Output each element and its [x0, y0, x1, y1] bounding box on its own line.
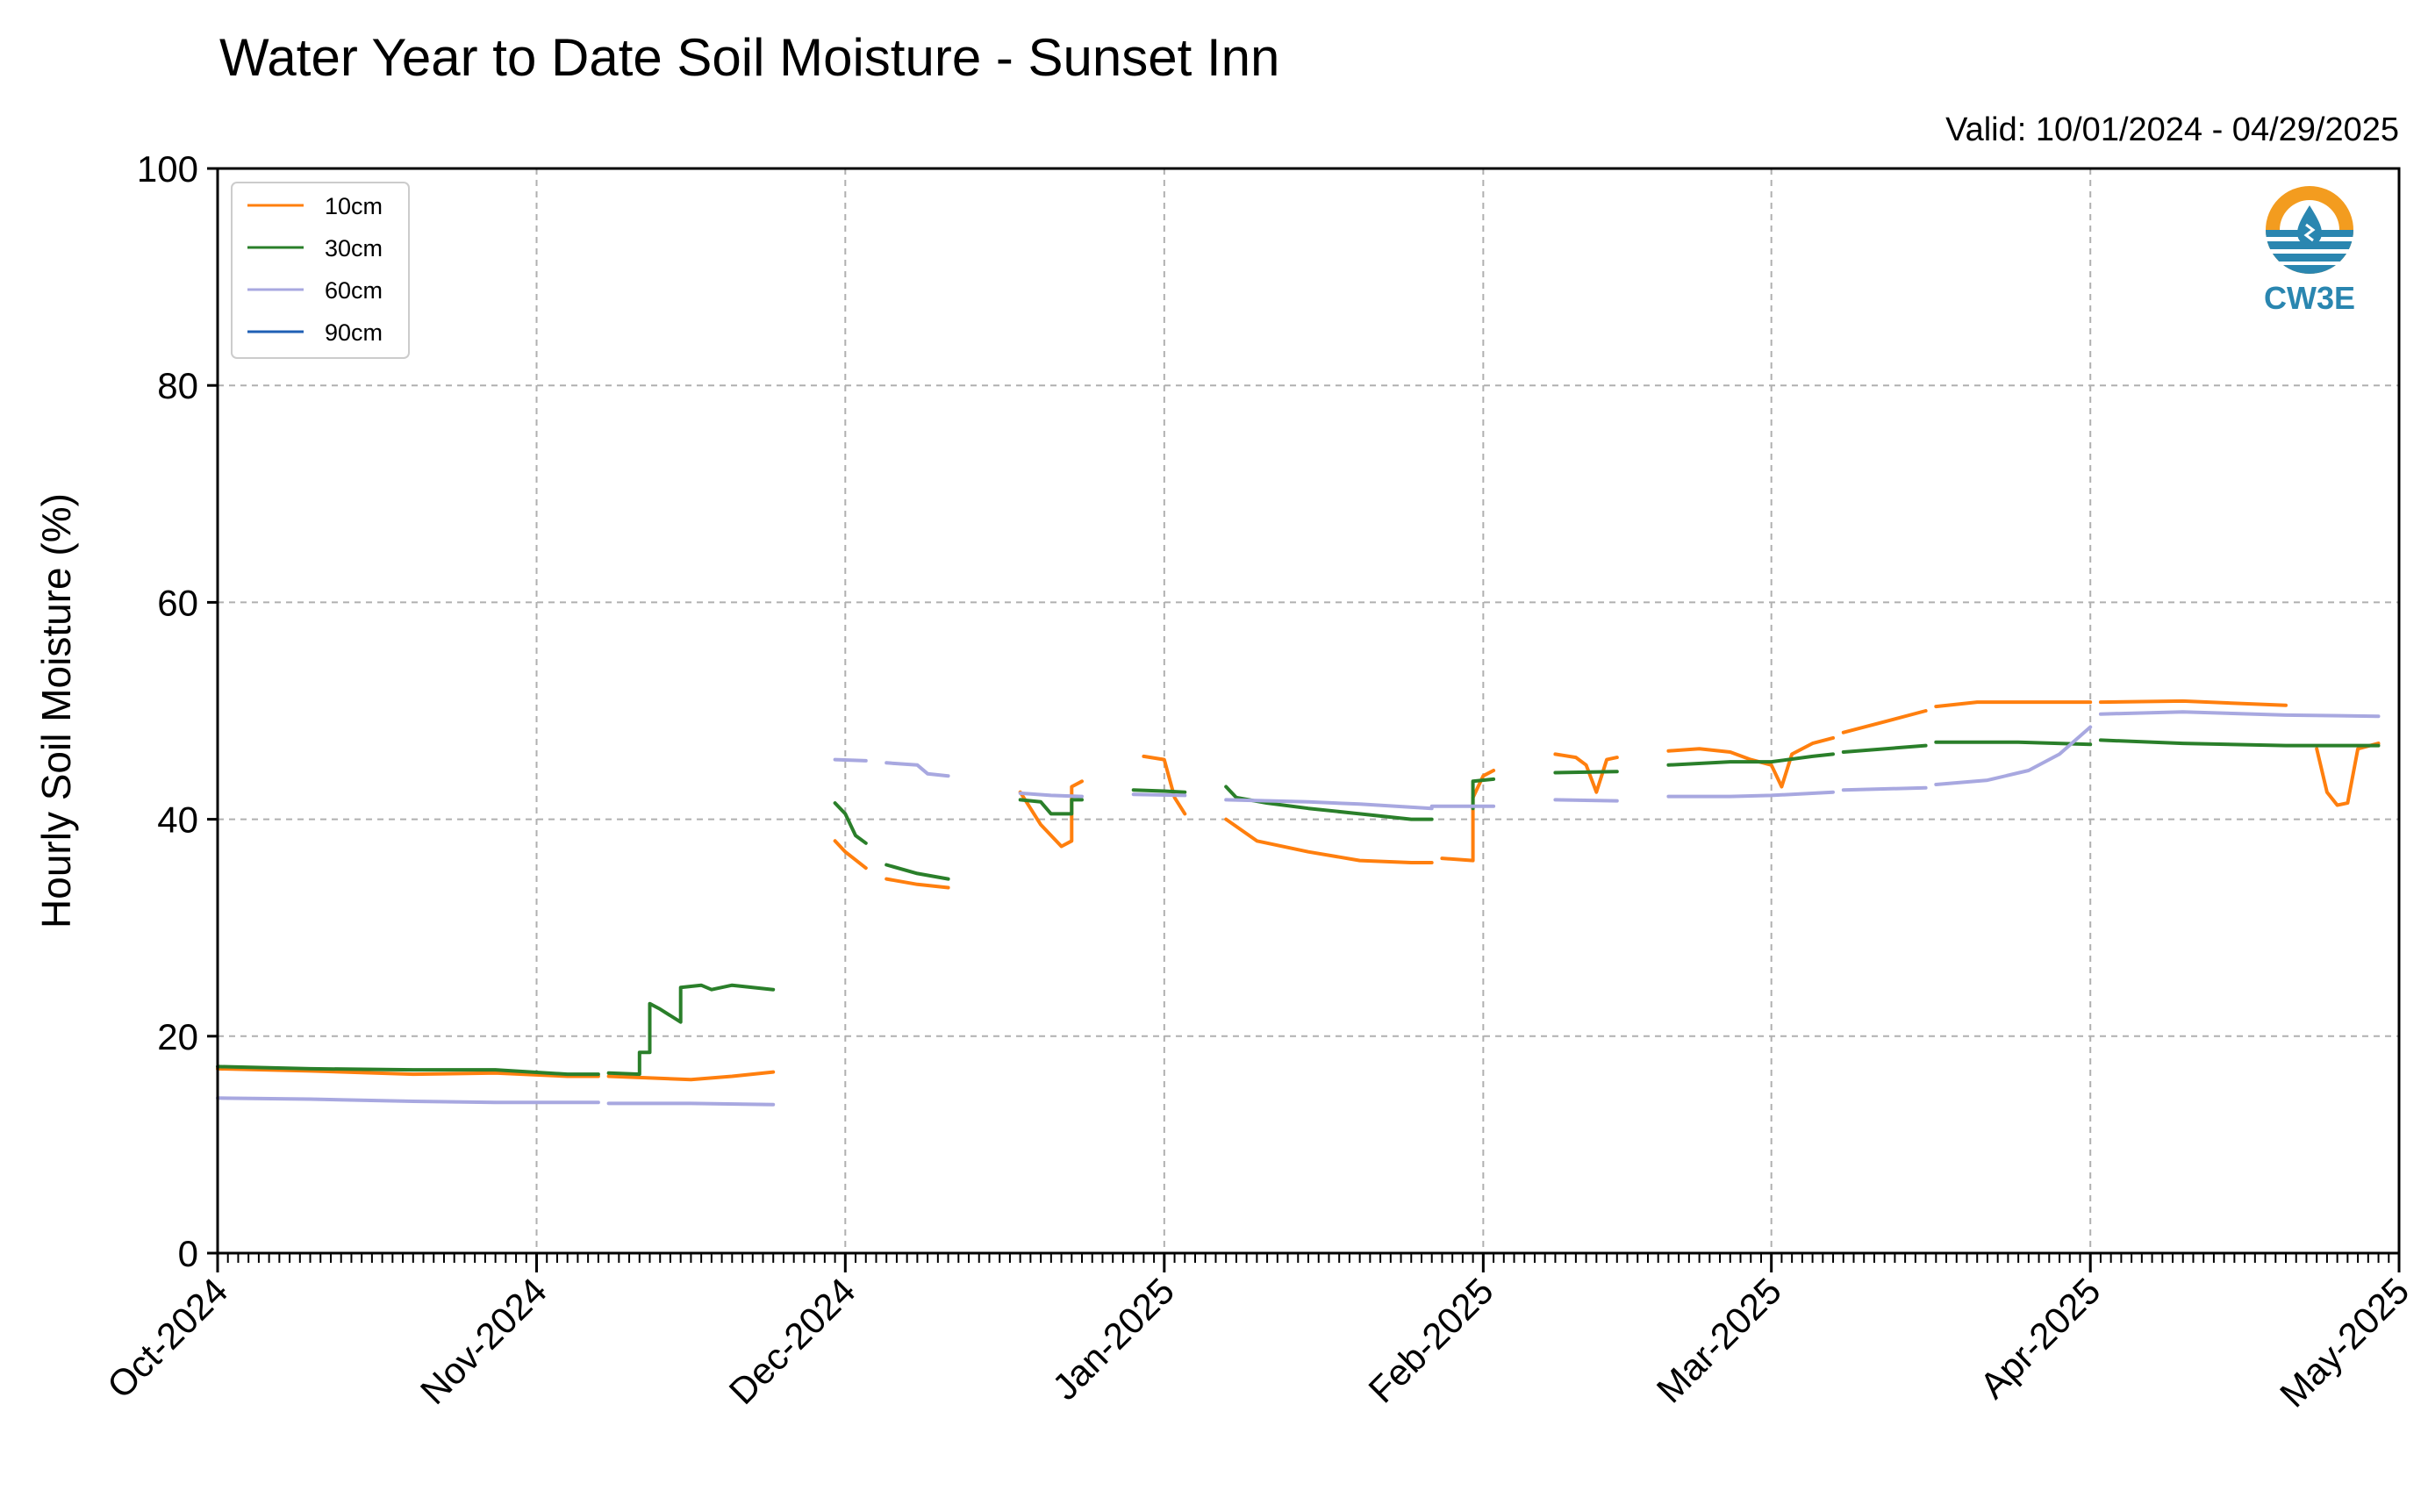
series-line-10cm	[1841, 709, 1928, 735]
series-line-10cm	[1934, 700, 2093, 709]
series-line-30cm	[1553, 770, 1619, 775]
legend-label-90cm: 90cm	[325, 319, 383, 346]
y-tick-label: 60	[157, 582, 198, 623]
series-line-10cm	[2098, 699, 2288, 707]
series-line-30cm	[1841, 743, 1928, 754]
series-line-10cm	[1553, 752, 1619, 794]
series-line-60cm	[1224, 798, 1434, 811]
series-line-30cm	[1934, 740, 2093, 747]
series-line-10cm	[833, 839, 868, 871]
legend-label-60cm: 60cm	[325, 277, 383, 304]
series-line-10cm	[2315, 742, 2381, 807]
series-line-30cm	[2098, 738, 2381, 748]
series-line-30cm	[1131, 788, 1187, 794]
series-line-30cm	[885, 863, 950, 881]
series-line-30cm	[1666, 752, 1835, 767]
series-line-10cm	[1666, 735, 1835, 789]
series-line-10cm	[216, 1066, 600, 1078]
series-line-10cm	[1224, 817, 1434, 864]
chart-title: Water Year to Date Soil Moisture - Sunse…	[219, 28, 1279, 87]
series-line-10cm	[885, 877, 950, 890]
series-line-30cm	[216, 1064, 600, 1077]
series-line-60cm	[1018, 791, 1084, 799]
legend-label-10cm: 10cm	[325, 193, 383, 219]
series-line-30cm	[1018, 798, 1084, 816]
series-line-30cm	[1471, 777, 1496, 811]
series-line-60cm	[885, 761, 950, 778]
y-tick-label: 20	[157, 1016, 198, 1057]
series-line-60cm	[606, 1101, 776, 1107]
series-line-60cm	[1666, 790, 1835, 799]
series-line-60cm	[1553, 798, 1619, 803]
y-tick-label: 40	[157, 799, 198, 841]
series-line-30cm	[606, 983, 776, 1077]
series-line-30cm	[833, 801, 868, 845]
series-line-60cm	[1131, 792, 1187, 798]
y-tick-label: 100	[137, 148, 198, 190]
valid-date-range: Valid: 10/01/2024 - 04/29/2025	[1945, 111, 2399, 148]
series-line-60cm	[1841, 785, 1928, 792]
logo-text: CW3E	[2264, 280, 2355, 316]
water-drop-icon	[2297, 205, 2322, 246]
series-line-30cm	[1224, 785, 1434, 821]
series-line-10cm	[606, 1070, 776, 1082]
grid-lines	[218, 168, 2399, 1253]
legend: 10cm 30cm 60cm 90cm	[231, 182, 410, 359]
series-line-10cm	[1018, 779, 1084, 849]
legend-label-30cm: 30cm	[325, 235, 383, 262]
series-layer	[216, 699, 2381, 1107]
cw3e-logo: CW3E	[2264, 186, 2355, 316]
y-tick-label: 80	[157, 365, 198, 406]
series-line-60cm	[216, 1096, 600, 1105]
y-axis-label: Hourly Soil Moisture (%)	[33, 493, 79, 928]
series-line-60cm	[2098, 710, 2381, 719]
series-line-10cm	[1142, 754, 1187, 816]
series-line-60cm	[833, 757, 868, 763]
y-tick-label: 0	[178, 1233, 198, 1274]
series-line-60cm	[1934, 725, 2093, 786]
